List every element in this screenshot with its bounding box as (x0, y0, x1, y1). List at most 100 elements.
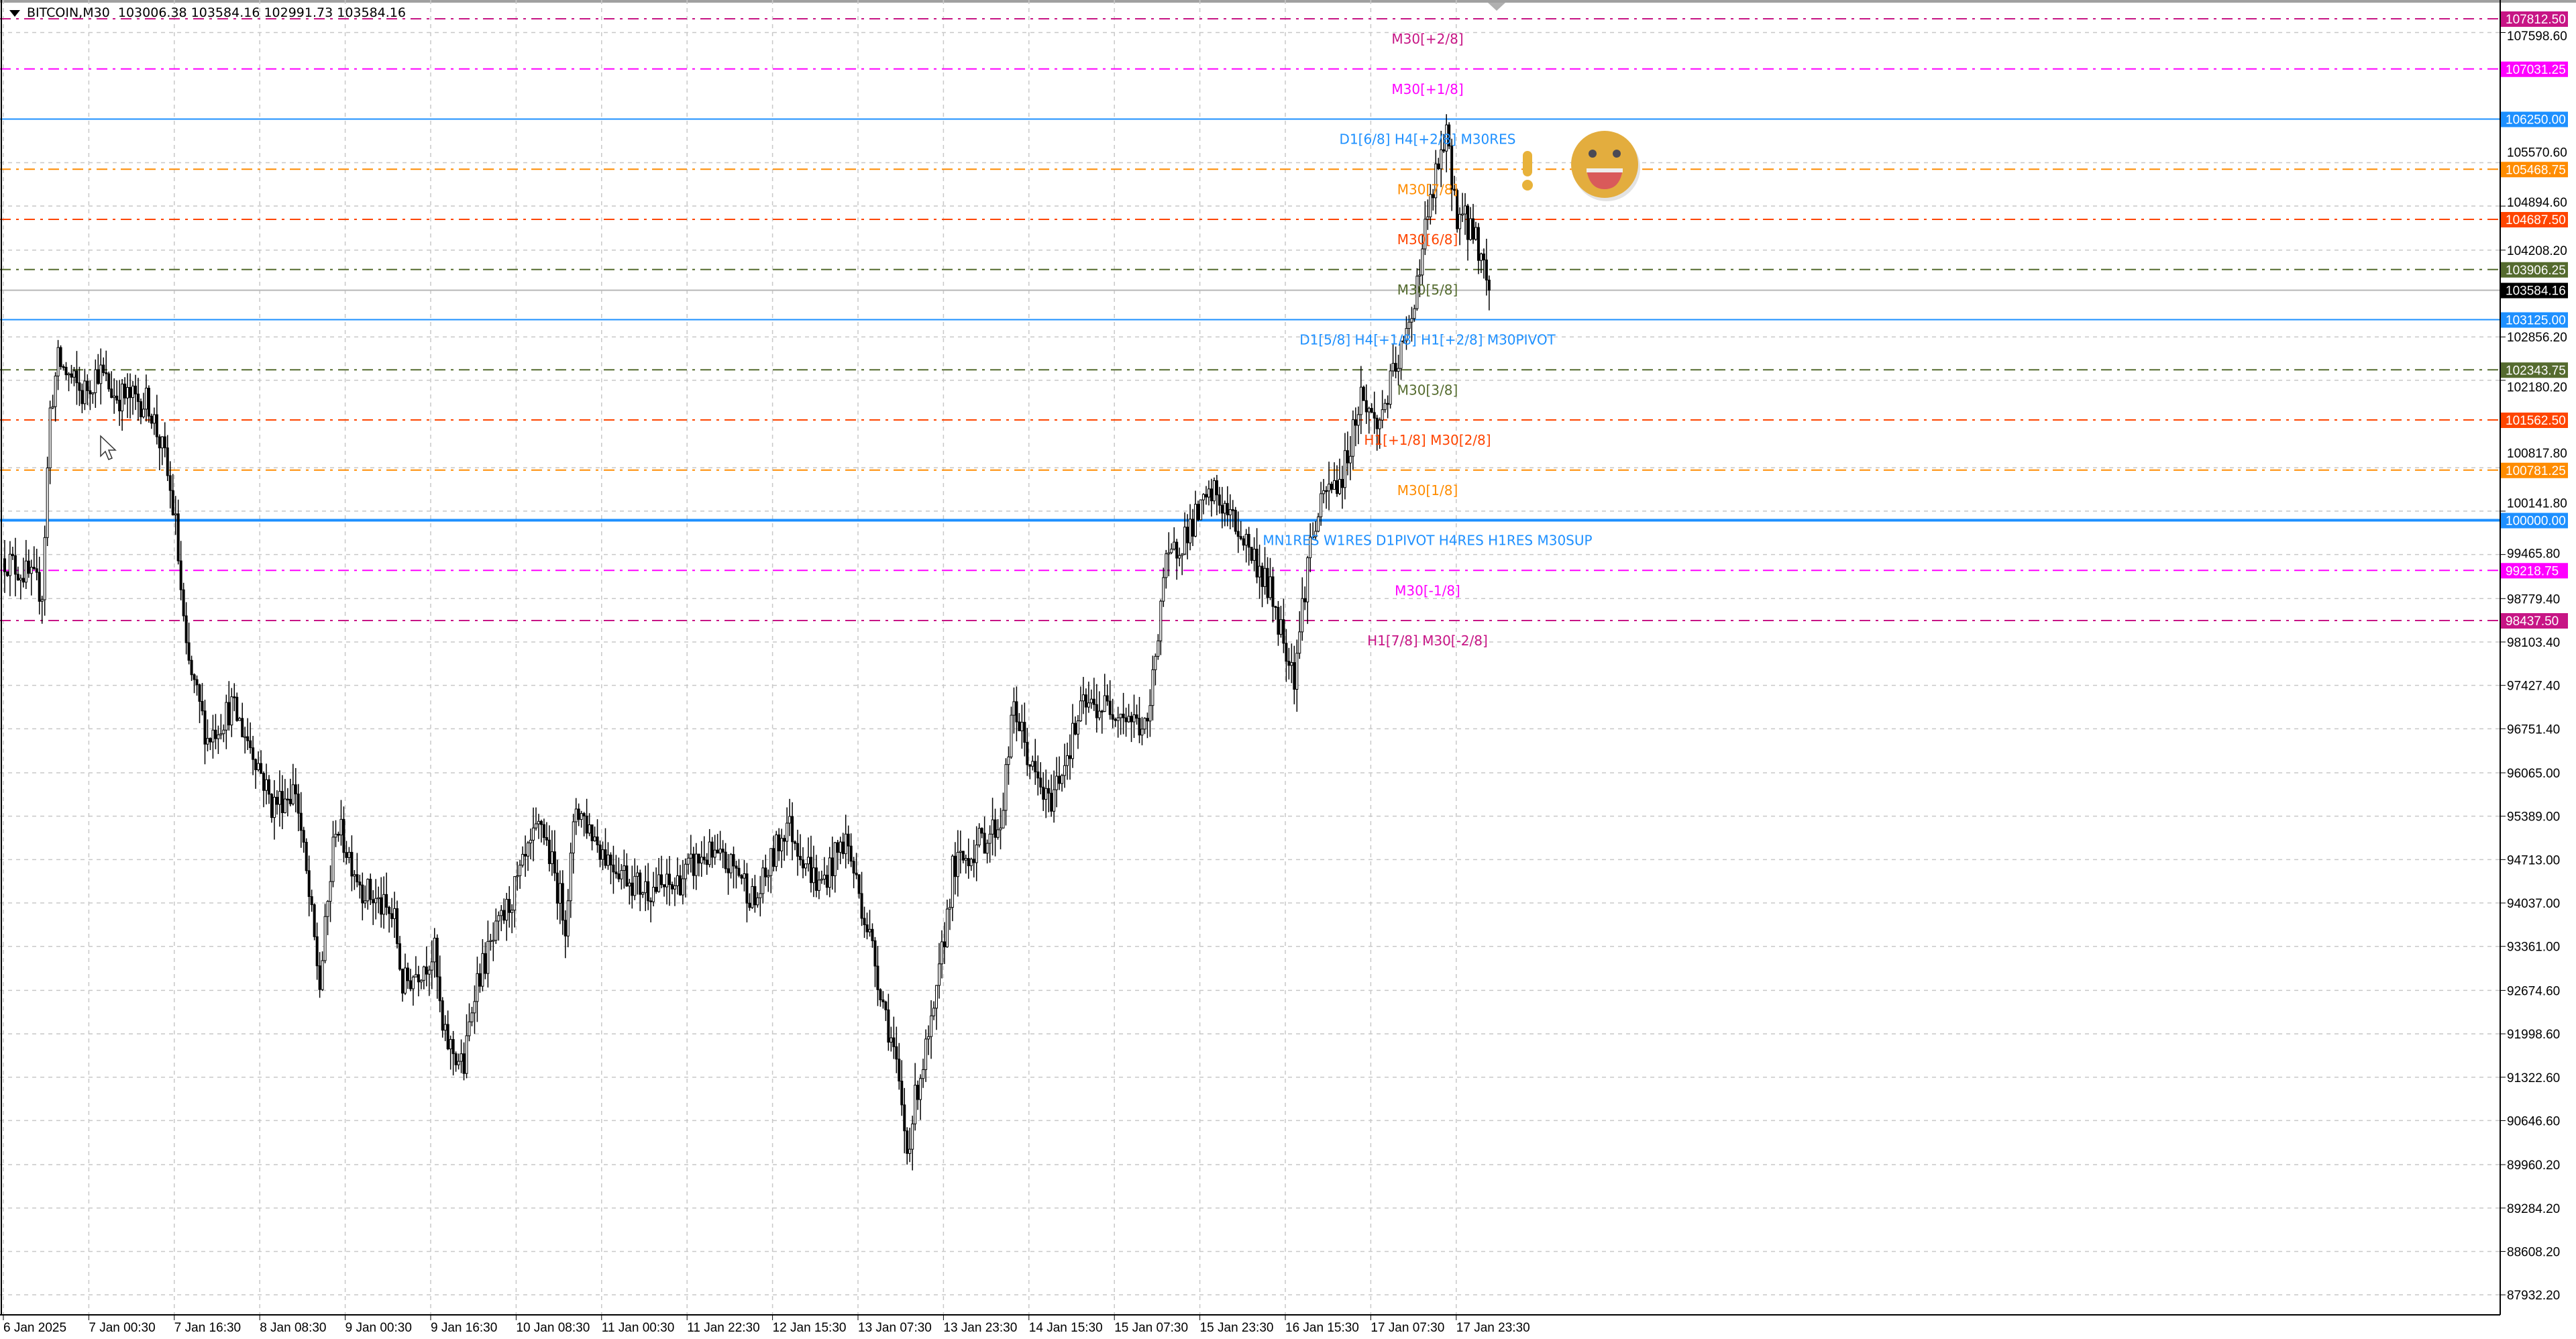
level-label: M30[5/8] (1397, 282, 1458, 298)
candle-body (353, 874, 356, 877)
candle-body (446, 1024, 449, 1050)
candle-body (513, 876, 517, 911)
candle-body (764, 867, 767, 877)
candle-body (457, 1061, 460, 1065)
candle-body (940, 941, 943, 965)
candle-body (409, 980, 412, 989)
candle-body (1106, 695, 1109, 702)
candle-body (524, 853, 527, 857)
candle-body (751, 886, 754, 908)
candle-body (614, 871, 618, 875)
candle-body (737, 867, 741, 876)
candle-body (660, 874, 663, 886)
candle-body (988, 833, 991, 844)
candle-body (1464, 205, 1467, 215)
candle-body (769, 848, 773, 876)
candle-body (903, 1104, 906, 1132)
candle-body (756, 897, 759, 906)
candle-body (366, 879, 370, 902)
candle-body (799, 855, 802, 861)
candle-body (1194, 504, 1197, 537)
y-tick-label: 94037.00 (2507, 897, 2560, 911)
candle-body (1293, 662, 1296, 690)
candle-body (825, 874, 828, 888)
candle-body (1034, 761, 1037, 773)
candle-body (822, 874, 826, 879)
chart-shift-marker[interactable] (1488, 3, 1505, 11)
candle-body (951, 855, 954, 908)
candle-body (1226, 502, 1229, 516)
candle-body (102, 364, 105, 373)
candle-body (780, 838, 784, 851)
candle-body (1410, 318, 1413, 323)
candle-body (468, 1021, 471, 1036)
candle-body (323, 916, 327, 961)
candle-body (1061, 775, 1064, 784)
y-tick-label: 105570.60 (2507, 146, 2567, 160)
candle-body (932, 1008, 936, 1016)
candle-body (449, 1038, 452, 1050)
candle-body (1413, 308, 1416, 319)
dropdown-triangle-icon[interactable] (9, 9, 20, 17)
candle-body (288, 798, 292, 804)
candle-body (652, 887, 655, 902)
candle-body (945, 908, 949, 948)
candle-body (1252, 549, 1256, 561)
level-labels: M30[+2/8] M30[+1/8] D1[6/8] H4[+2/8] M30RE… (1263, 31, 1592, 649)
candle-body (1359, 386, 1362, 415)
x-tick-label: 17 Jan 07:30 (1371, 1321, 1444, 1335)
candle-body (337, 834, 340, 836)
y-tick-label: 87932.20 (2507, 1289, 2560, 1303)
candle-body (1440, 149, 1443, 170)
candle-body (398, 943, 402, 970)
candle-body (1148, 705, 1152, 722)
candle-body (1421, 248, 1424, 276)
candle-body (783, 838, 786, 842)
candle-body (484, 953, 487, 974)
candle-body (980, 828, 983, 834)
candle-body (350, 851, 354, 877)
candle-body (927, 1036, 930, 1040)
candle-body (1450, 146, 1454, 190)
candle-body (673, 885, 676, 890)
candle-body (855, 872, 858, 875)
candle-body (233, 696, 236, 698)
y-tick-label: 104208.20 (2507, 244, 2567, 258)
candle-body (916, 1085, 920, 1100)
candle-body (558, 883, 561, 904)
candle-body (937, 963, 941, 986)
candle-body (935, 985, 938, 1009)
candle-body (708, 841, 711, 865)
candle-body (38, 572, 41, 602)
candle-body (411, 976, 415, 989)
candle-body (75, 370, 78, 384)
candle-body (623, 865, 626, 871)
candle-body (759, 893, 762, 898)
candle-body (476, 973, 479, 1002)
price-tag (2501, 61, 2568, 77)
candle-body (814, 867, 818, 891)
candle-body (1175, 541, 1179, 559)
candle-body (3, 558, 6, 572)
candle-body (166, 447, 169, 476)
price-tag (2501, 613, 2568, 629)
candle-body (1429, 194, 1432, 217)
candle-body (1162, 577, 1165, 602)
candle-body (1002, 810, 1005, 828)
candle-body (275, 796, 278, 805)
candle-body (460, 1053, 463, 1062)
candle-body (761, 867, 765, 894)
candle-body (56, 347, 60, 377)
candle-body (1114, 718, 1117, 721)
candle-body (550, 851, 553, 864)
candle-body (1092, 698, 1095, 705)
candle-body (1314, 531, 1318, 537)
candle-body (796, 843, 800, 857)
candle-body (745, 873, 749, 904)
candle-body (1087, 702, 1090, 708)
candle-body (577, 808, 580, 820)
candle-body (1119, 713, 1122, 718)
candle-body (78, 382, 81, 391)
